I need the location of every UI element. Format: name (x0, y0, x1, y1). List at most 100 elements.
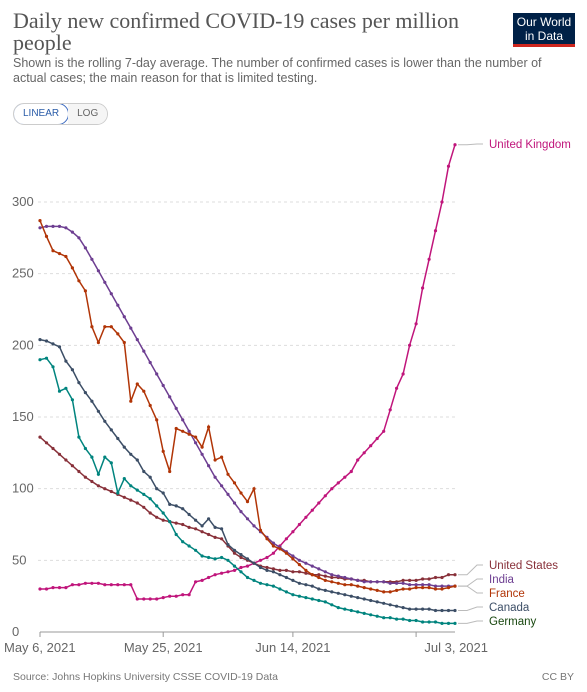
data-point (323, 600, 327, 604)
chart-subtitle: Shown is the rolling 7-day average. The … (13, 56, 542, 85)
data-point (103, 487, 107, 491)
data-point (401, 372, 405, 376)
data-point (122, 340, 126, 345)
data-point (64, 359, 68, 363)
data-point (116, 436, 120, 441)
data-point (343, 583, 347, 587)
data-point (38, 587, 42, 591)
data-point (51, 586, 55, 590)
data-point (38, 226, 42, 230)
series-united-kingdom[interactable] (38, 143, 457, 601)
series-india[interactable] (38, 224, 457, 588)
data-point (90, 257, 94, 261)
data-point (116, 491, 120, 495)
data-point (310, 508, 314, 512)
data-point (70, 464, 74, 468)
label-connector (458, 606, 483, 611)
data-point (414, 578, 418, 583)
data-point (83, 581, 87, 585)
data-point (155, 515, 159, 519)
data-point (64, 458, 68, 462)
data-point (317, 598, 321, 603)
data-point (200, 452, 204, 456)
data-point (453, 584, 457, 588)
data-point (271, 551, 275, 555)
linear-scale-button[interactable]: LINEAR (14, 104, 70, 124)
series-france[interactable] (38, 219, 457, 594)
data-point (284, 537, 288, 541)
data-point (336, 606, 340, 610)
data-point (375, 588, 379, 593)
data-point (90, 455, 94, 459)
data-point (44, 441, 49, 445)
series-united-states[interactable] (38, 435, 457, 584)
data-point (440, 608, 444, 613)
data-point (304, 515, 308, 519)
data-point (135, 458, 139, 462)
data-point (155, 372, 159, 376)
data-point (44, 339, 49, 343)
data-point (103, 583, 107, 587)
data-point (148, 497, 152, 501)
data-point (440, 587, 444, 591)
data-point (174, 406, 178, 410)
data-point (90, 581, 94, 585)
data-point (194, 518, 198, 522)
license-link[interactable]: CC BY (541, 671, 574, 683)
data-point (70, 368, 74, 372)
data-point (155, 504, 159, 508)
series-label[interactable]: United Kingdom (489, 139, 571, 151)
series-label[interactable]: India (489, 574, 515, 586)
data-point (382, 601, 386, 605)
data-point (64, 226, 68, 230)
data-point (129, 484, 133, 488)
data-point (109, 428, 113, 432)
data-point (291, 570, 295, 574)
log-scale-button[interactable]: LOG (68, 104, 108, 124)
data-point (297, 563, 301, 567)
series-label[interactable]: United States (489, 560, 558, 572)
data-point (148, 597, 152, 601)
data-point (207, 517, 211, 521)
data-point (421, 586, 425, 590)
data-point (64, 386, 68, 390)
series-label[interactable]: Germany (489, 616, 537, 628)
series-canada[interactable] (38, 338, 457, 613)
data-point (96, 581, 100, 585)
data-point (200, 445, 204, 449)
data-point (213, 525, 217, 530)
label-connector (458, 578, 483, 587)
data-point (317, 573, 321, 577)
data-point (408, 343, 412, 347)
data-point (343, 607, 347, 611)
data-point (330, 580, 334, 584)
x-tick-label: Jul 3, 2021 (424, 640, 488, 655)
data-point (161, 596, 165, 600)
data-point (382, 616, 386, 620)
data-point (323, 588, 327, 593)
data-point (194, 527, 198, 531)
data-point (440, 584, 444, 588)
data-point (427, 257, 431, 261)
data-point (349, 608, 353, 613)
data-point (317, 567, 321, 571)
data-point (109, 489, 113, 494)
owid-logo[interactable]: Our World in Data (513, 13, 575, 47)
data-point (369, 598, 373, 603)
x-tick-label: May 25, 2021 (124, 640, 203, 655)
data-point (200, 554, 204, 558)
data-point (375, 600, 379, 604)
series-label[interactable]: France (489, 588, 525, 600)
data-point (453, 621, 457, 626)
data-point (310, 597, 314, 601)
data-point (375, 614, 379, 618)
data-point (433, 620, 438, 624)
data-point (375, 436, 379, 441)
data-point (388, 603, 392, 607)
series-label[interactable]: Canada (489, 602, 530, 614)
data-point (369, 587, 373, 591)
data-point (38, 219, 42, 223)
data-point (103, 419, 107, 423)
data-point (142, 597, 146, 601)
series-germany[interactable] (38, 356, 457, 626)
